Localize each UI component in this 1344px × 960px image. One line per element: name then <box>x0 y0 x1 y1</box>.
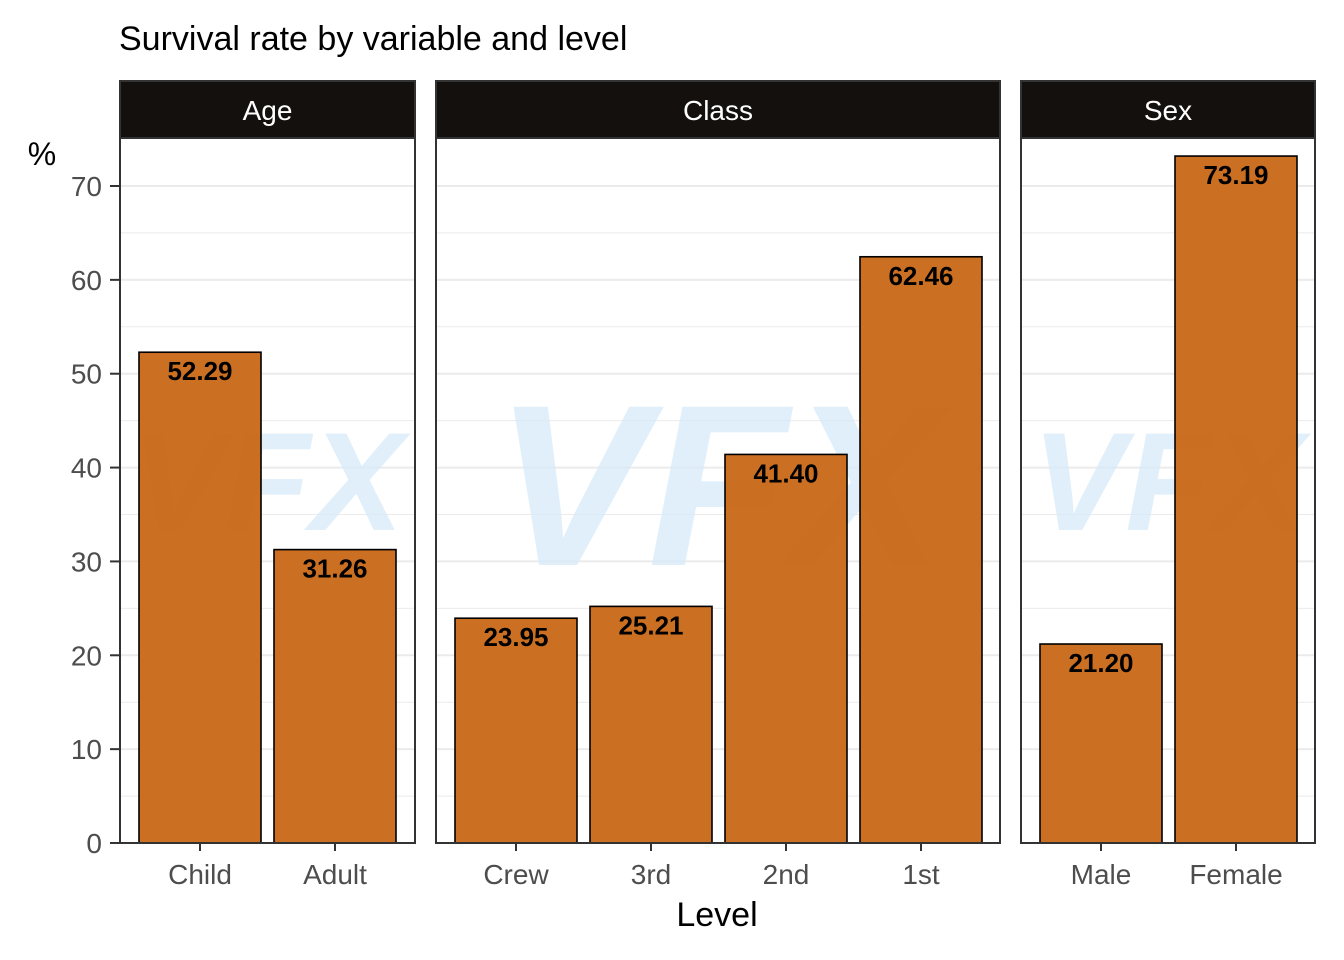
y-tick-label: 0 <box>86 828 102 859</box>
bar-class-crew <box>454 617 578 844</box>
x-axis-title: Level <box>676 896 757 934</box>
facet-strip <box>1020 80 1316 139</box>
y-tick-label: 10 <box>71 734 102 765</box>
y-tick-label: 20 <box>71 640 102 671</box>
y-tick-label: 60 <box>71 265 102 296</box>
y-tick-label: 30 <box>71 546 102 577</box>
x-tick-label: Adult <box>303 859 367 890</box>
x-tick-label: 3rd <box>631 859 671 890</box>
y-tick-label: 40 <box>71 453 102 484</box>
facet-strip-label: Age <box>243 95 293 126</box>
data-label: 62.46 <box>888 261 953 291</box>
facet-strip <box>119 80 416 139</box>
x-tick-label: Female <box>1189 859 1282 890</box>
data-label: 52.29 <box>167 356 232 386</box>
x-tick-label: 1st <box>902 859 940 890</box>
bar-class-3rd <box>589 605 713 844</box>
y-axis-title: % <box>28 136 56 172</box>
y-tick-label: 50 <box>71 359 102 390</box>
facet-strip-label: Class <box>683 95 753 126</box>
data-label: 41.40 <box>753 458 818 488</box>
bar-sex-female <box>1174 155 1298 844</box>
bar-class-2nd <box>724 453 848 844</box>
facet-strip-label: Sex <box>1144 95 1192 126</box>
x-tick-label: Child <box>168 859 232 890</box>
facet-strip <box>435 80 1001 139</box>
data-label: 31.26 <box>302 554 367 584</box>
y-tick-label: 70 <box>71 171 102 202</box>
data-label: 21.20 <box>1068 648 1133 678</box>
bar-class-1st <box>859 255 983 844</box>
x-tick-label: 2nd <box>763 859 810 890</box>
x-tick-label: Male <box>1071 859 1132 890</box>
chart-title: Survival rate by variable and level <box>119 20 628 58</box>
data-label: 25.21 <box>618 610 683 640</box>
data-label: 73.19 <box>1203 160 1268 190</box>
data-label: 23.95 <box>483 622 548 652</box>
bar-age-child <box>138 351 262 844</box>
bar-sex-male <box>1039 643 1163 844</box>
bar-age-adult <box>273 548 397 844</box>
x-tick-label: Crew <box>483 859 549 890</box>
